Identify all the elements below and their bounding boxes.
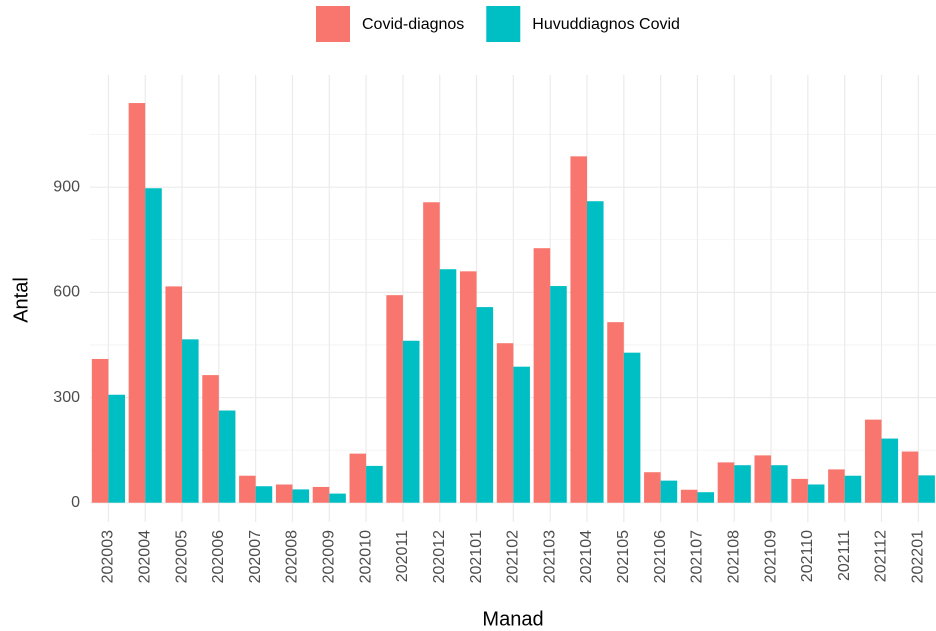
bar xyxy=(423,202,440,503)
bar xyxy=(918,475,935,503)
x-tick-label: 202011 xyxy=(394,530,411,582)
bar xyxy=(239,475,256,503)
bar xyxy=(644,472,661,503)
x-tick-label: 202110 xyxy=(799,530,816,582)
x-tick-label: 202104 xyxy=(578,530,595,583)
bar xyxy=(202,375,219,503)
x-tick-label: 202108 xyxy=(725,530,742,583)
x-tick-label: 202101 xyxy=(468,530,485,583)
bar xyxy=(807,484,825,503)
bar xyxy=(128,103,146,503)
y-tick-label: 0 xyxy=(71,494,80,511)
x-tick-label: 202003 xyxy=(100,530,117,583)
bar xyxy=(697,492,715,503)
x-tick-label: 202106 xyxy=(652,530,669,583)
y-tick-label: 300 xyxy=(53,389,80,406)
x-tick-label: 202010 xyxy=(357,530,374,583)
x-tick-label: 202009 xyxy=(321,530,338,583)
bar xyxy=(366,465,383,503)
x-tick-label: 202004 xyxy=(136,530,153,583)
bar xyxy=(680,489,698,503)
x-tick-label: 202112 xyxy=(873,530,890,582)
bar xyxy=(459,271,477,503)
bar xyxy=(717,462,735,503)
bar xyxy=(329,493,346,503)
bar xyxy=(402,340,420,503)
x-tick-label: 202105 xyxy=(615,530,632,583)
bar xyxy=(513,366,530,503)
bar xyxy=(660,480,678,503)
bar xyxy=(91,358,109,503)
bar xyxy=(844,475,862,503)
bar xyxy=(255,486,273,503)
bar xyxy=(828,469,845,503)
legend-swatch xyxy=(316,6,350,42)
bar xyxy=(439,269,457,503)
x-tick-label: 202007 xyxy=(247,530,264,583)
y-tick-label: 900 xyxy=(53,178,80,195)
bar xyxy=(864,419,882,503)
bar xyxy=(312,486,330,503)
x-axis-title: Manad xyxy=(482,608,543,630)
bar xyxy=(533,248,551,503)
bar xyxy=(145,188,162,503)
x-tick-label: 202008 xyxy=(284,530,301,583)
bar xyxy=(496,343,514,503)
bar xyxy=(734,465,751,503)
bar xyxy=(349,453,367,503)
x-tick-label: 202102 xyxy=(505,530,522,583)
bar xyxy=(218,410,236,503)
bar xyxy=(182,339,199,503)
bar xyxy=(165,286,183,503)
bar xyxy=(771,465,788,503)
x-tick-label: 202107 xyxy=(689,530,706,583)
bar xyxy=(386,295,403,503)
x-tick-label: 202012 xyxy=(431,530,448,583)
bar xyxy=(275,484,293,503)
bar xyxy=(607,322,624,503)
legend-label: Huvuddiagnos Covid xyxy=(532,16,680,33)
legend-label: Covid-diagnos xyxy=(362,16,464,33)
x-tick-label: 202006 xyxy=(210,530,227,583)
x-tick-label: 202103 xyxy=(541,530,558,583)
bar xyxy=(476,307,494,503)
x-tick-label: 202005 xyxy=(173,530,190,583)
bar xyxy=(791,478,808,503)
bar xyxy=(292,489,310,503)
x-tick-label: 202109 xyxy=(762,530,779,583)
x-tick-label: 202111 xyxy=(836,530,853,581)
bar xyxy=(108,394,125,503)
bar xyxy=(586,201,604,503)
bar xyxy=(901,451,919,503)
bar xyxy=(550,286,567,503)
bar xyxy=(754,455,772,503)
y-axis-title: Antal xyxy=(10,277,32,323)
bar xyxy=(623,352,641,503)
bar xyxy=(881,438,899,503)
bar xyxy=(570,156,587,503)
y-tick-label: 600 xyxy=(53,284,80,301)
x-tick-label: 202201 xyxy=(910,530,927,583)
legend-swatch xyxy=(486,6,521,42)
